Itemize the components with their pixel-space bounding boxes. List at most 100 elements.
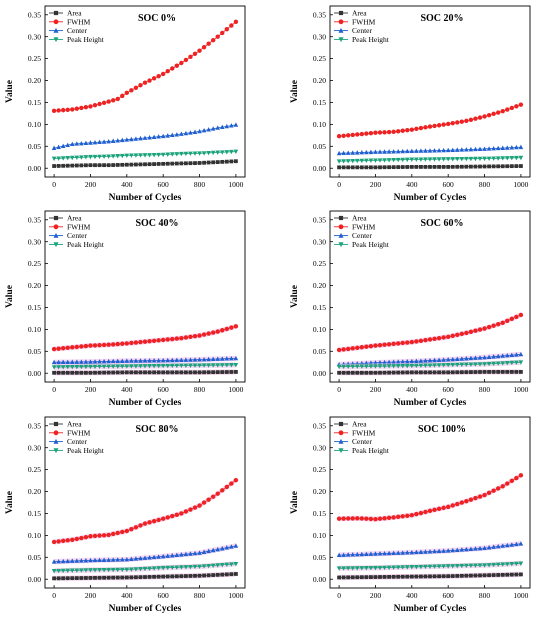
y-tick-label: 0.30 bbox=[28, 237, 41, 246]
data-point bbox=[60, 359, 66, 365]
data-point bbox=[206, 127, 211, 132]
data-point bbox=[464, 164, 469, 169]
data-point bbox=[188, 130, 193, 135]
data-point bbox=[156, 73, 161, 79]
data-point bbox=[386, 149, 392, 154]
data-point bbox=[482, 164, 487, 169]
data-point bbox=[414, 358, 419, 364]
data-point bbox=[355, 516, 360, 521]
data-point bbox=[206, 160, 211, 165]
data-point bbox=[84, 370, 88, 375]
data-point bbox=[364, 158, 369, 164]
data-point bbox=[60, 156, 66, 161]
data-point bbox=[486, 490, 492, 496]
data-point bbox=[102, 575, 106, 580]
series-area bbox=[52, 571, 238, 581]
data-point bbox=[220, 370, 225, 374]
data-point bbox=[504, 542, 510, 548]
data-point bbox=[210, 563, 216, 569]
data-point bbox=[468, 497, 474, 502]
data-point bbox=[129, 162, 134, 167]
data-point bbox=[56, 568, 61, 574]
data-point bbox=[341, 150, 346, 156]
data-point bbox=[69, 568, 75, 573]
legend-marker bbox=[338, 27, 344, 33]
data-point bbox=[423, 165, 428, 169]
data-point bbox=[514, 144, 519, 150]
data-point bbox=[355, 575, 360, 580]
data-point bbox=[514, 541, 519, 547]
y-tick-label: 0.25 bbox=[28, 259, 41, 268]
data-point bbox=[336, 364, 342, 370]
data-point bbox=[350, 552, 356, 557]
data-point bbox=[395, 359, 401, 364]
data-point bbox=[414, 339, 419, 344]
data-point bbox=[192, 51, 198, 56]
data-point bbox=[101, 557, 107, 562]
data-point bbox=[206, 356, 211, 362]
data-point bbox=[74, 370, 79, 375]
data-point bbox=[459, 370, 464, 375]
legend-label: Area bbox=[352, 214, 367, 223]
data-point bbox=[441, 564, 446, 569]
data-point bbox=[183, 363, 189, 369]
data-point bbox=[110, 342, 116, 347]
data-point bbox=[518, 351, 524, 357]
legend-marker bbox=[53, 215, 59, 221]
data-point bbox=[504, 361, 510, 366]
data-point bbox=[500, 109, 505, 114]
data-point bbox=[142, 153, 148, 158]
data-point bbox=[409, 370, 414, 375]
data-point bbox=[359, 566, 365, 571]
legend-label: Center bbox=[67, 437, 87, 446]
data-point bbox=[133, 340, 139, 345]
series-center bbox=[336, 144, 524, 156]
data-point bbox=[110, 557, 116, 562]
legend-marker bbox=[53, 19, 59, 25]
data-point bbox=[432, 357, 437, 363]
data-point bbox=[83, 104, 89, 110]
data-point bbox=[500, 156, 506, 161]
data-point bbox=[115, 154, 121, 159]
data-point bbox=[197, 333, 202, 338]
data-point bbox=[65, 142, 71, 148]
data-point bbox=[518, 144, 524, 150]
data-point bbox=[518, 473, 524, 478]
data-point bbox=[454, 157, 460, 162]
data-point bbox=[215, 356, 221, 361]
y-tick-label: 0.15 bbox=[28, 303, 41, 312]
data-point bbox=[124, 364, 130, 369]
data-point bbox=[509, 561, 515, 567]
data-point bbox=[224, 363, 230, 368]
data-point bbox=[56, 365, 61, 370]
data-point bbox=[378, 575, 382, 579]
data-point bbox=[355, 370, 360, 375]
data-point bbox=[233, 19, 239, 24]
y-tick-label: 0.30 bbox=[28, 443, 41, 452]
data-point bbox=[369, 370, 373, 375]
data-point bbox=[52, 576, 56, 581]
data-point bbox=[486, 354, 492, 359]
x-tick-label: 200 bbox=[85, 385, 97, 394]
data-point bbox=[234, 370, 238, 374]
data-point bbox=[359, 551, 365, 557]
data-point bbox=[436, 357, 442, 362]
data-point bbox=[124, 567, 130, 573]
data-point bbox=[450, 370, 455, 375]
y-axis-title: Value bbox=[5, 285, 15, 308]
data-point bbox=[174, 565, 180, 570]
data-point bbox=[473, 573, 478, 578]
y-tick-label: 0.15 bbox=[313, 98, 326, 107]
y-tick-label: 0.30 bbox=[313, 443, 326, 452]
data-point bbox=[491, 562, 496, 568]
y-tick-label: 0.20 bbox=[313, 281, 326, 290]
data-point bbox=[441, 370, 446, 375]
data-point bbox=[368, 516, 374, 522]
data-point bbox=[133, 85, 139, 90]
data-point bbox=[482, 545, 487, 550]
confidence-band bbox=[339, 472, 521, 522]
data-point bbox=[473, 495, 478, 501]
data-point bbox=[395, 341, 401, 346]
data-point bbox=[201, 356, 207, 362]
data-point bbox=[124, 153, 130, 159]
